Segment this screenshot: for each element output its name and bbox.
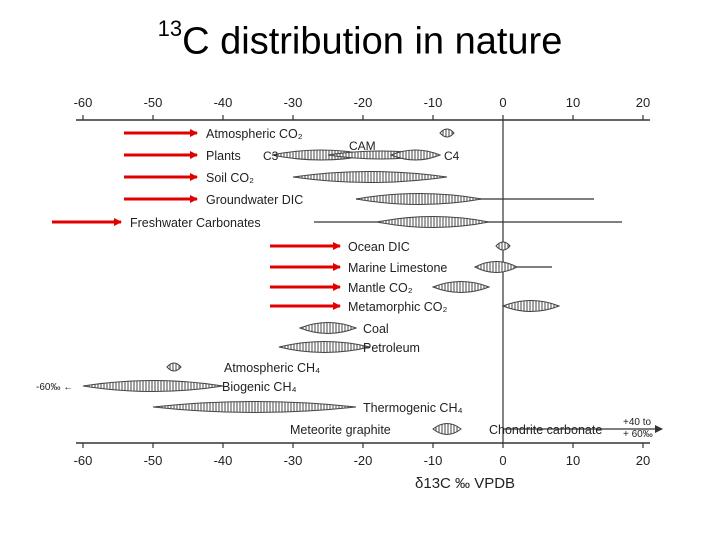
range-labels: Atmospheric CO₂ Plants Soil CO₂ Groundwater… <box>130 127 602 437</box>
top-tick-label: 20 <box>636 95 650 110</box>
axes: -60 -60 -50 -50 -40 -40 -30 -30 -20 -20 -10 -10 0 0 10… <box>74 95 651 492</box>
atmospheric-co2-range <box>439 128 455 138</box>
right-overflow-annotation-1: +40 to <box>623 417 652 428</box>
bottom-tick-label: 0 <box>499 453 506 468</box>
top-tick-label: -20 <box>354 95 373 110</box>
atmospheric-co2-label: Atmospheric CO₂ <box>206 127 303 141</box>
x-axis-label: δ13C ‰ VPDB <box>415 475 515 492</box>
metamorphic-co2-label: Metamorphic CO₂ <box>348 300 447 314</box>
pointer-arrows <box>52 129 341 310</box>
groundwater-dic-label: Groundwater DIC <box>206 193 303 207</box>
bottom-tick-label: 10 <box>566 453 580 468</box>
biogenic-ch4-range <box>82 380 224 392</box>
top-tick-label: -30 <box>284 95 303 110</box>
mantle-co2-label: Mantle CO₂ <box>348 281 413 295</box>
meteorite-graphite-range <box>432 423 462 435</box>
meteorite-graphite-label: Meteorite graphite <box>290 423 391 437</box>
marine-limestone-range <box>473 261 519 273</box>
chondrite-carbonate-label: Chondrite carbonate <box>489 423 602 437</box>
plants-label: Plants <box>206 149 241 163</box>
c3-annotation: C3 <box>263 149 279 163</box>
thermogenic-ch4-label: Thermogenic CH₄ <box>363 401 463 415</box>
bottom-tick-label: -50 <box>144 453 163 468</box>
plants-c4-range <box>389 149 442 161</box>
bottom-tick-label: -60 <box>74 453 93 468</box>
biogenic-ch4-label: Biogenic CH₄ <box>222 380 297 394</box>
annotations: C3 CAM C4 -60‰ ← +40 to+ 60‰ <box>36 139 653 440</box>
bottom-tick-label: -10 <box>424 453 443 468</box>
top-tick-label: -40 <box>214 95 233 110</box>
cam-annotation: CAM <box>349 139 376 153</box>
top-tick-label: -50 <box>144 95 163 110</box>
marine-limestone-label: Marine Limestone <box>348 261 447 275</box>
bottom-tick-label: -30 <box>284 453 303 468</box>
coal-range <box>298 322 358 334</box>
bottom-tick-label: -20 <box>354 453 373 468</box>
c4-annotation: C4 <box>444 149 460 163</box>
bottom-tick-label: -40 <box>214 453 233 468</box>
top-tick-label: -10 <box>424 95 443 110</box>
mantle-co2-range <box>431 281 491 293</box>
soil-co2-label: Soil CO₂ <box>206 171 254 185</box>
thermogenic-ch4-range <box>152 401 357 413</box>
left-overflow-annotation: -60‰ ← <box>36 382 73 393</box>
atmospheric-ch4-range <box>166 362 182 372</box>
atmospheric-ch4-label: Atmospheric CH₄ <box>224 361 320 375</box>
coal-label: Coal <box>363 322 389 336</box>
petroleum-range <box>278 341 371 353</box>
metamorphic-co2-range <box>501 300 561 312</box>
ocean-dic-range <box>495 241 511 251</box>
ocean-dic-label: Ocean DIC <box>348 240 410 254</box>
top-tick-label: 10 <box>566 95 580 110</box>
bottom-tick-label: 20 <box>636 453 650 468</box>
freshwater-carbonates-label: Freshwater Carbonates <box>130 216 261 230</box>
soil-co2-range <box>292 171 448 183</box>
top-tick-label: 0 <box>499 95 506 110</box>
range-bars <box>82 128 663 435</box>
top-tick-label: -60 <box>74 95 93 110</box>
groundwater-dic-range <box>355 193 483 205</box>
freshwater-carbonates-range <box>376 216 490 228</box>
right-overflow-annotation-2: + 60‰ <box>623 429 653 440</box>
title-superscript: 13 <box>157 16 183 41</box>
page-title: 13C distribution in nature <box>0 16 720 64</box>
petroleum-label: Petroleum <box>363 341 420 355</box>
title-text: C distribution in nature <box>182 20 563 63</box>
